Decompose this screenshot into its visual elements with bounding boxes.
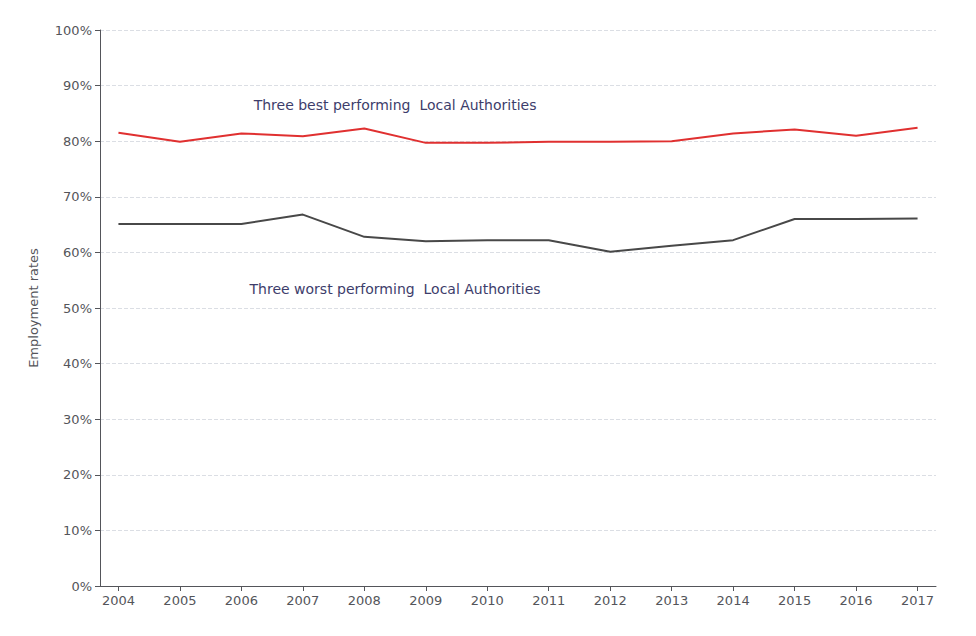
svg-text:2016: 2016 xyxy=(840,593,873,608)
svg-text:Three best performing Local A: Three best performing Local Authorities xyxy=(253,97,537,113)
svg-text:2011: 2011 xyxy=(532,593,565,608)
svg-text:2015: 2015 xyxy=(778,593,811,608)
svg-text:80%: 80% xyxy=(63,134,92,149)
svg-text:0%: 0% xyxy=(71,579,92,594)
svg-text:2004: 2004 xyxy=(102,593,135,608)
svg-text:70%: 70% xyxy=(63,189,92,204)
svg-text:2005: 2005 xyxy=(163,593,196,608)
svg-text:2009: 2009 xyxy=(409,593,442,608)
svg-text:2017: 2017 xyxy=(901,593,934,608)
svg-text:2010: 2010 xyxy=(471,593,504,608)
svg-text:50%: 50% xyxy=(63,301,92,316)
svg-text:2014: 2014 xyxy=(717,593,750,608)
svg-text:Three worst performing Local: Three worst performing Local Authorities xyxy=(249,281,541,297)
svg-text:30%: 30% xyxy=(63,412,92,427)
svg-text:2006: 2006 xyxy=(225,593,258,608)
svg-text:2007: 2007 xyxy=(286,593,319,608)
svg-text:Employment rates: Employment rates xyxy=(26,248,41,368)
svg-text:2012: 2012 xyxy=(594,593,627,608)
svg-text:40%: 40% xyxy=(63,356,92,371)
svg-text:2013: 2013 xyxy=(655,593,688,608)
svg-text:20%: 20% xyxy=(63,467,92,482)
svg-text:10%: 10% xyxy=(63,523,92,538)
svg-text:2008: 2008 xyxy=(348,593,381,608)
svg-text:60%: 60% xyxy=(63,245,92,260)
svg-text:90%: 90% xyxy=(63,78,92,93)
svg-text:100%: 100% xyxy=(55,23,92,38)
